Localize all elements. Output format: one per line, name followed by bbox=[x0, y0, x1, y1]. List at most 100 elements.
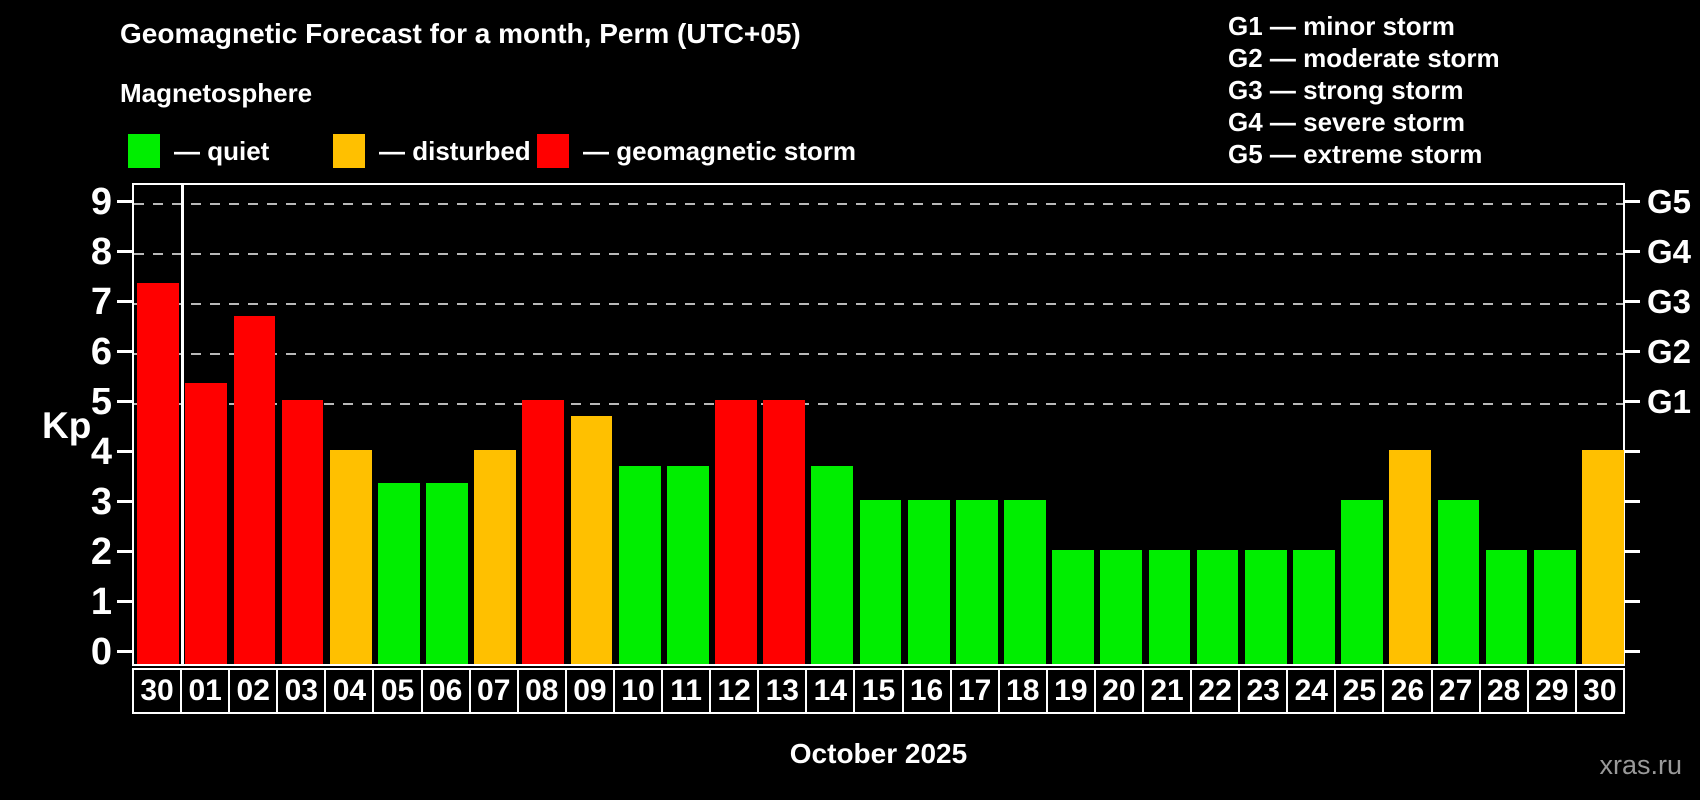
kp-bar-15 bbox=[859, 499, 902, 664]
kp-bar-05 bbox=[378, 483, 420, 664]
right-tick-kp1 bbox=[1625, 600, 1640, 604]
kp-bar-23 bbox=[1244, 549, 1287, 664]
g-tick-label-G4: G4 bbox=[1647, 232, 1692, 270]
legend-swatch-disturbed bbox=[333, 134, 365, 168]
y-tick-label-7: 7 bbox=[90, 280, 112, 323]
right-tick-kp2 bbox=[1625, 550, 1640, 554]
x-axis-date-row: 30 01 02 03 04 05 06 07 08 09 10 11 12 13 14 15 16 17 18 19… bbox=[132, 668, 1625, 714]
date-label-23-23: 23 bbox=[1238, 668, 1289, 714]
legend-item-quiet: — quiet bbox=[128, 133, 269, 169]
kp-bar-18 bbox=[1004, 499, 1046, 664]
kp-bar-22 bbox=[1196, 549, 1239, 664]
kp-bar-06 bbox=[426, 483, 468, 664]
chart-subtitle: Magnetosphere bbox=[120, 78, 313, 108]
g-legend-line: G2 — moderate storm bbox=[1228, 43, 1500, 73]
kp-bar-02 bbox=[233, 316, 276, 664]
date-label-7-07: 07 bbox=[468, 668, 519, 714]
date-label-10-10: 10 bbox=[612, 668, 664, 714]
gridline-kp6 bbox=[134, 352, 1623, 355]
kp-bar-04 bbox=[329, 449, 372, 664]
kp-bar-08 bbox=[522, 399, 565, 664]
left-tick-kp6 bbox=[117, 350, 132, 354]
date-label-17-17: 17 bbox=[949, 668, 1000, 714]
right-tick-kp5 bbox=[1625, 400, 1640, 404]
date-label-26-26: 26 bbox=[1382, 668, 1433, 714]
kp-bar-01 bbox=[185, 383, 228, 664]
date-label-28-28: 28 bbox=[1478, 668, 1529, 714]
y-axis-label: Kp bbox=[42, 405, 92, 446]
date-label-9-09: 09 bbox=[564, 668, 615, 714]
date-label-1-01: 01 bbox=[180, 668, 231, 714]
legend-item-disturbed: — disturbed bbox=[333, 133, 531, 169]
kp-bar-19 bbox=[1052, 549, 1094, 664]
legend-swatch-quiet bbox=[128, 134, 160, 168]
date-label-11-11: 11 bbox=[661, 668, 712, 714]
kp-bar-30 bbox=[1582, 449, 1624, 664]
right-tick-kp3 bbox=[1625, 500, 1640, 504]
g-scale-legend: G1 — minor storm G2 — moderate storm G3 — … bbox=[1228, 10, 1500, 170]
date-label-24-24: 24 bbox=[1286, 668, 1337, 714]
date-label-20-20: 20 bbox=[1093, 668, 1144, 714]
g-tick-label-G1: G1 bbox=[1647, 382, 1692, 420]
kp-bar-13 bbox=[763, 399, 806, 664]
date-label-16-16: 16 bbox=[901, 668, 952, 714]
date-label-8-08: 08 bbox=[516, 668, 567, 714]
date-label-5-05: 05 bbox=[372, 668, 423, 714]
date-label-0-30: 30 bbox=[132, 668, 183, 714]
date-label-6-06: 06 bbox=[420, 668, 471, 714]
right-tick-kp9 bbox=[1625, 200, 1640, 204]
kp-bar-20 bbox=[1100, 549, 1143, 664]
kp-bar-24 bbox=[1293, 549, 1335, 664]
g-tick-label-G2: G2 bbox=[1647, 332, 1692, 370]
kp-bar-29 bbox=[1533, 549, 1576, 664]
g-tick-label-G3: G3 bbox=[1647, 282, 1692, 320]
left-tick-kp8 bbox=[117, 250, 132, 254]
right-tick-kp4 bbox=[1625, 450, 1640, 454]
y-tick-label-1: 1 bbox=[90, 580, 112, 623]
date-label-2-02: 02 bbox=[228, 668, 279, 714]
legend-item-storm: — geomagnetic storm bbox=[537, 133, 856, 169]
kp-bar-28 bbox=[1485, 549, 1528, 664]
date-label-25-25: 25 bbox=[1334, 668, 1385, 714]
x-axis-title: October 2025 bbox=[789, 738, 968, 769]
date-label-3-03: 03 bbox=[276, 668, 327, 714]
date-label-12-12: 12 bbox=[709, 668, 760, 714]
left-tick-kp3 bbox=[117, 500, 132, 504]
kp-bar-17 bbox=[955, 499, 998, 664]
date-label-19-19: 19 bbox=[1045, 668, 1096, 714]
left-tick-kp9 bbox=[117, 200, 132, 204]
left-tick-kp2 bbox=[117, 550, 132, 554]
kp-bar-27 bbox=[1437, 499, 1480, 664]
g-legend-line: G4 — severe storm bbox=[1228, 107, 1466, 137]
gridline-kp5 bbox=[134, 402, 1623, 405]
date-label-22-22: 22 bbox=[1190, 668, 1241, 714]
right-tick-kp6 bbox=[1625, 350, 1640, 354]
left-tick-kp5 bbox=[117, 400, 132, 404]
g-legend-line: G5 — extreme storm bbox=[1228, 139, 1483, 169]
g-legend-line: G1 — minor storm bbox=[1228, 11, 1455, 41]
date-label-21-21: 21 bbox=[1141, 668, 1193, 714]
kp-bar-16 bbox=[907, 499, 950, 664]
kp-bar-30 bbox=[137, 283, 179, 664]
y-tick-label-2: 2 bbox=[90, 530, 112, 573]
y-tick-label-6: 6 bbox=[90, 330, 112, 373]
watermark: xras.ru bbox=[1599, 750, 1682, 780]
right-tick-kp8 bbox=[1625, 250, 1640, 254]
gridline-kp9 bbox=[134, 202, 1623, 205]
kp-bar-21 bbox=[1148, 549, 1191, 664]
g-tick-label-G5: G5 bbox=[1647, 182, 1692, 220]
chart-title: Geomagnetic Forecast for a month, Perm (… bbox=[120, 18, 801, 49]
kp-bar-09 bbox=[570, 416, 613, 664]
kp-bar-10 bbox=[618, 466, 661, 664]
date-label-4-04: 04 bbox=[324, 668, 375, 714]
kp-bar-03 bbox=[281, 399, 324, 664]
gridline-kp7 bbox=[134, 302, 1623, 305]
legend-swatch-storm bbox=[537, 134, 569, 168]
y-tick-label-3: 3 bbox=[90, 480, 112, 523]
left-tick-kp0 bbox=[117, 650, 132, 654]
right-tick-kp7 bbox=[1625, 300, 1640, 304]
right-tick-kp0 bbox=[1625, 650, 1640, 654]
y-tick-label-8: 8 bbox=[90, 230, 112, 273]
left-tick-kp7 bbox=[117, 300, 132, 304]
kp-bar-07 bbox=[474, 449, 517, 664]
